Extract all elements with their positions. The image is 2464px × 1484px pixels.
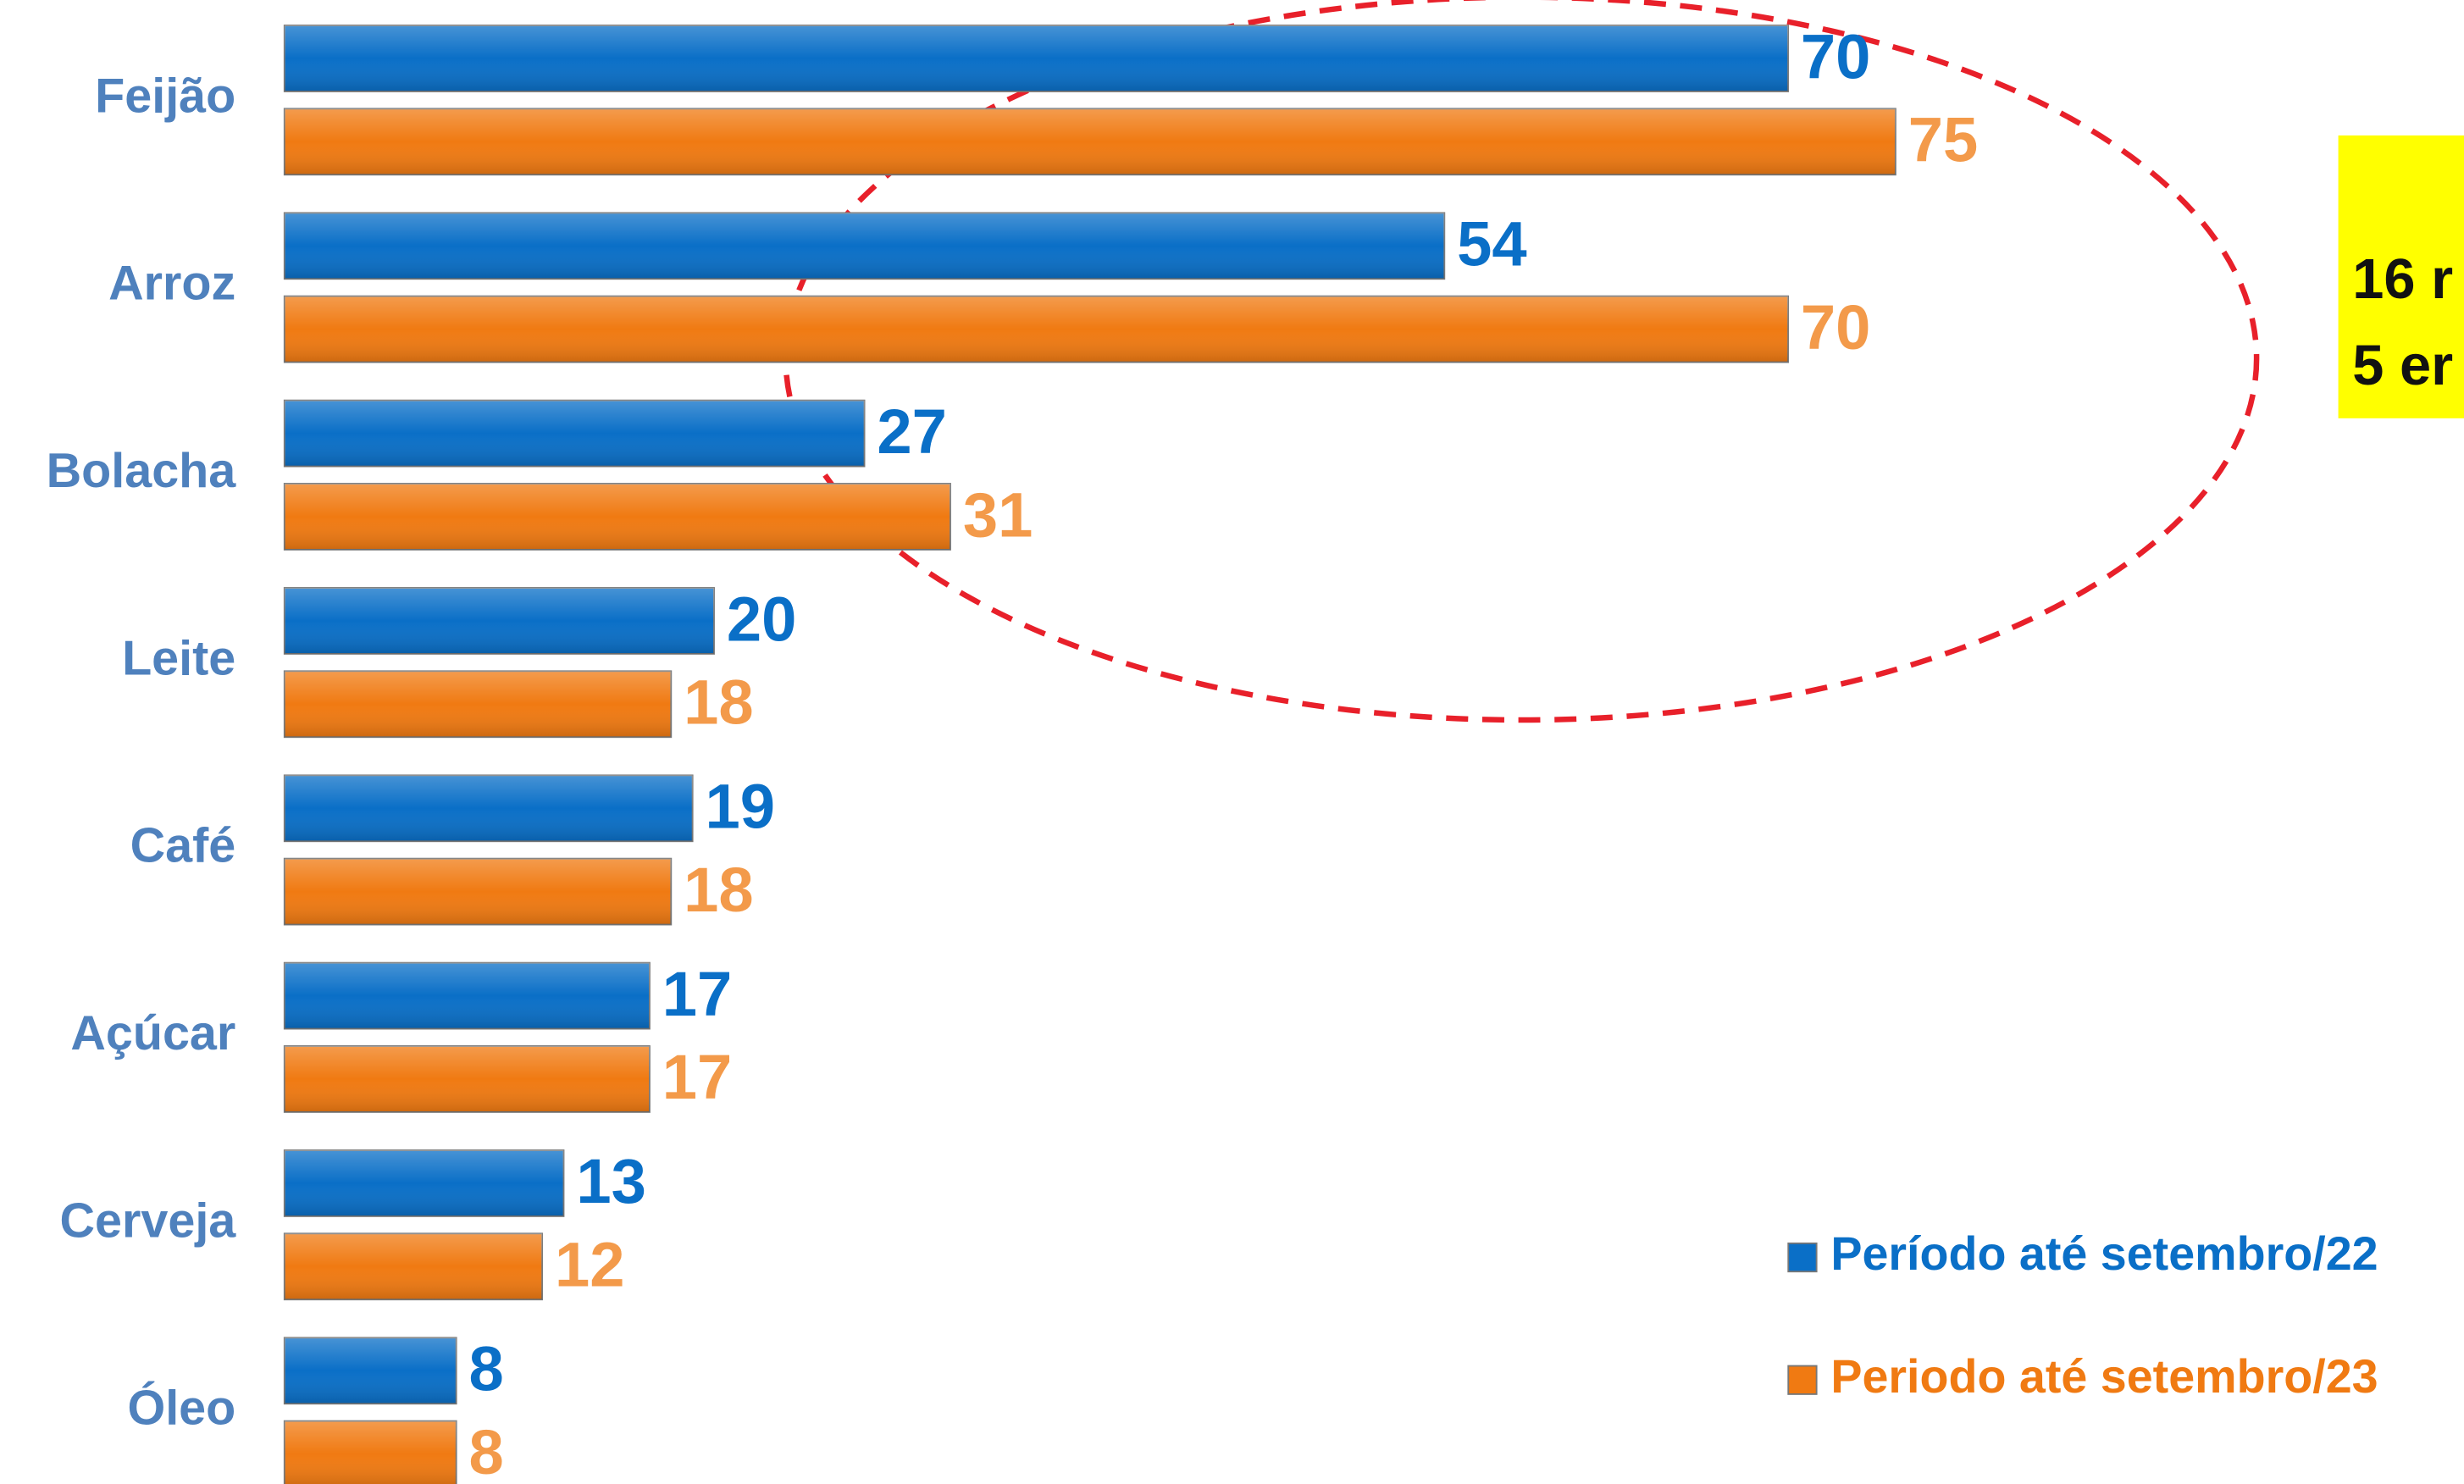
bar-shade [284,1337,457,1404]
value-label: 75 [1908,105,1979,175]
bar-shade [284,400,865,467]
value-label: 54 [1457,209,1527,280]
bar-shade [284,1233,543,1300]
bar-shade [284,1420,457,1484]
category-label: Cerveja [59,1193,236,1248]
bar-shade [284,484,950,550]
value-label: 18 [684,667,754,738]
value-label: 17 [662,959,733,1029]
bar-shade [284,108,1896,175]
note-text: 16 r [2352,248,2453,311]
bar-shade [284,1149,564,1216]
value-label: 70 [1801,292,1871,363]
bar-shade [284,775,693,842]
value-label: 20 [727,584,797,654]
category-label: Feijão [95,69,235,123]
bar-shade [284,296,1789,363]
note-box [2338,135,2464,418]
category-label: Óleo [127,1382,235,1436]
value-label: 13 [576,1146,646,1216]
bar-shade [284,1045,650,1112]
bar-shade [284,213,1445,280]
value-label: 19 [705,772,775,842]
category-label: Bolacha [47,444,237,498]
category-label: Açúcar [70,1006,235,1060]
category-label: Leite [122,631,235,685]
legend-label: Período até setembro/22 [1830,1227,2378,1280]
note-text: 5 er [2352,335,2453,397]
bar-shade [284,962,650,1029]
legend-swatch [1787,1242,1818,1273]
bar-shade [284,858,672,925]
category-label: Café [130,819,236,873]
bar-shade [284,671,672,738]
value-label: 18 [684,855,754,925]
value-label: 31 [963,479,1033,550]
value-label: 70 [1801,21,1871,91]
value-label: 17 [662,1042,733,1112]
legend-label: Periodo até setembro/23 [1830,1350,2378,1403]
category-label: Arroz [108,257,235,311]
value-label: 8 [469,1417,504,1484]
value-label: 27 [877,396,947,467]
bar-shade [284,25,1789,91]
value-label: 12 [555,1230,625,1300]
legend-swatch [1787,1365,1818,1395]
value-label: 8 [469,1334,504,1404]
bar-shade [284,588,715,654]
